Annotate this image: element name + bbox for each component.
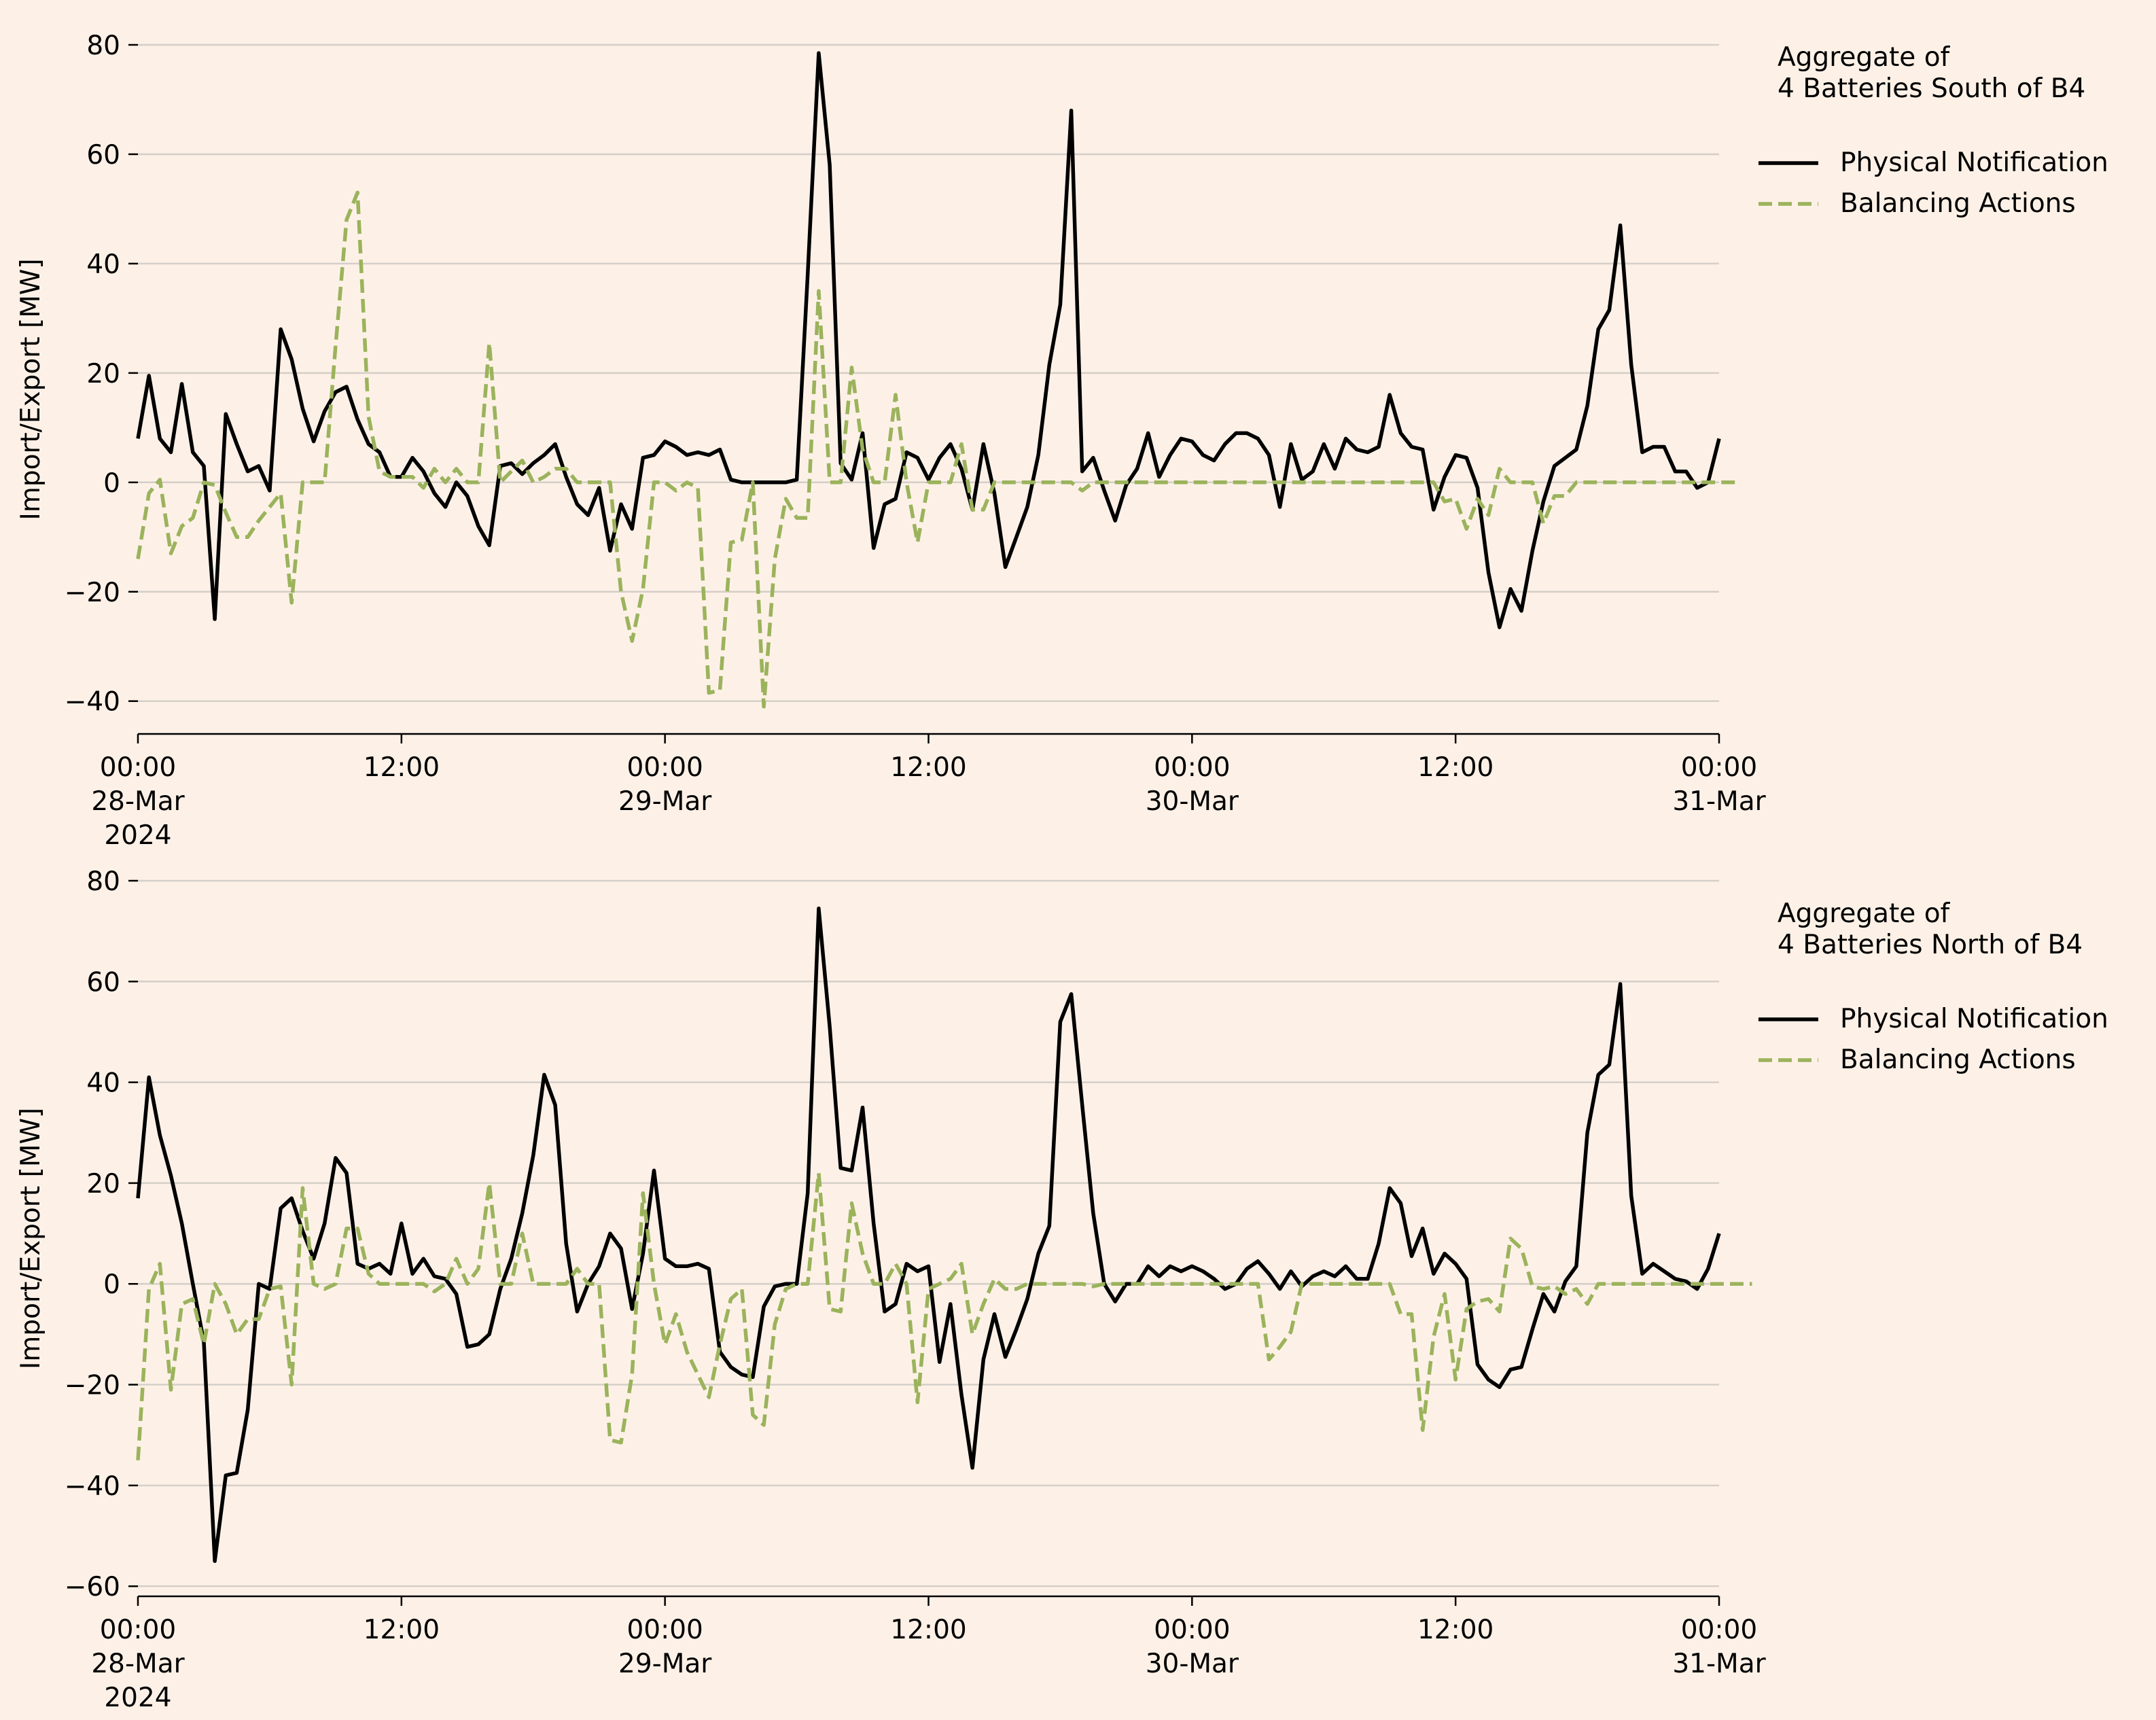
legend-entry: Physical Notification xyxy=(1840,1004,2108,1034)
x-tick-label: 00:00 28-Mar 2024 xyxy=(91,1615,185,1713)
x-tick-label: 12:00 xyxy=(890,1615,966,1645)
x-tick-label: 12:00 xyxy=(364,752,440,783)
x-tick-label: 12:00 xyxy=(890,752,966,783)
y-tick-label: 40 xyxy=(86,249,120,280)
legend-title: Aggregate of 4 Batteries North of B4 xyxy=(1778,898,2083,960)
series-line-balancing-actions xyxy=(136,1171,1752,1460)
series-line-balancing-actions xyxy=(136,190,1742,709)
y-tick-label: 0 xyxy=(103,1269,120,1300)
legend-entry: Physical Notification xyxy=(1840,147,2108,178)
chart-north: −60 −40 −20 0 20 40 60 80 00:00 28-Mar 2024 12:00 00… xyxy=(16,866,2108,1713)
y-tick-label: 80 xyxy=(86,866,120,897)
y-tick-label: 20 xyxy=(86,1169,120,1199)
y-tick-label: −40 xyxy=(65,1471,120,1502)
y-tick-label: −60 xyxy=(65,1572,120,1602)
x-tick-label: 00:00 30-Mar xyxy=(1146,752,1239,817)
y-tick-label: −20 xyxy=(65,1371,120,1401)
x-tick-label: 00:00 29-Mar xyxy=(618,752,712,817)
legend-entry: Balancing Actions xyxy=(1840,1045,2076,1075)
y-axis-label: Import/Export [MW] xyxy=(16,258,46,520)
x-tick-label: 00:00 31-Mar xyxy=(1672,752,1766,817)
series-line-physical-notification xyxy=(136,51,1721,629)
x-tick-label: 12:00 xyxy=(1417,1615,1494,1645)
y-tick-label: −40 xyxy=(65,687,120,718)
legend-entry: Balancing Actions xyxy=(1840,188,2076,219)
x-tick-label: 00:00 28-Mar 2024 xyxy=(91,752,185,851)
y-tick-label: 80 xyxy=(86,31,120,61)
x-tick-label: 00:00 29-Mar xyxy=(618,1615,712,1679)
y-tick-label: 0 xyxy=(103,468,120,499)
y-tick-label: 60 xyxy=(86,140,120,171)
x-tick-label: 12:00 xyxy=(1417,752,1494,783)
series-line-physical-notification xyxy=(136,907,1721,1563)
y-tick-label: −20 xyxy=(65,578,120,608)
y-tick-label: 60 xyxy=(86,967,120,998)
y-tick-label: 40 xyxy=(86,1068,120,1099)
chart-south: −40 −20 0 20 40 60 80 00:00 28-Mar 2024 12:00 00:00… xyxy=(16,31,2108,851)
x-tick-label: 12:00 xyxy=(364,1615,440,1645)
y-axis-label: Import/Export [MW] xyxy=(16,1108,46,1369)
x-tick-label: 00:00 31-Mar xyxy=(1672,1615,1766,1679)
x-tick-label: 00:00 30-Mar xyxy=(1146,1615,1239,1679)
y-tick-label: 20 xyxy=(86,359,120,389)
legend-title: Aggregate of 4 Batteries South of B4 xyxy=(1778,42,2085,104)
